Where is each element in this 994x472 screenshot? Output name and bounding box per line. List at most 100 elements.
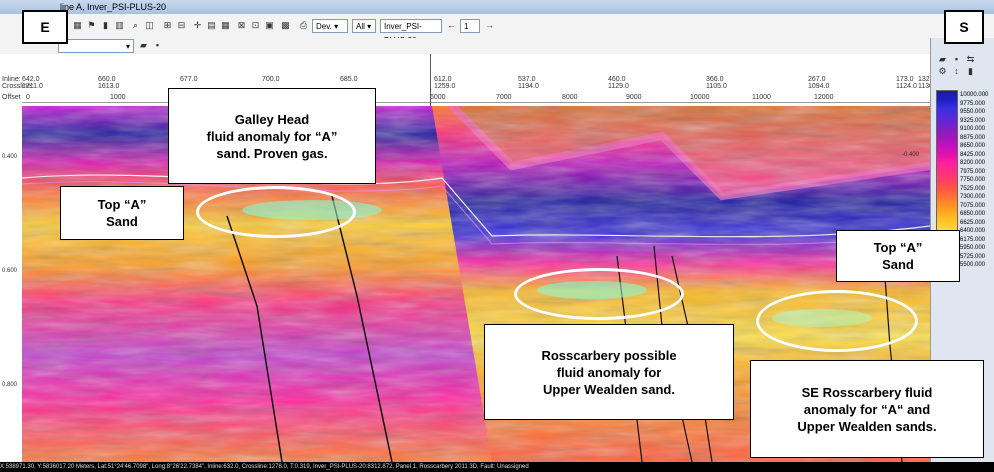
inline-tick-label: 173.0	[896, 76, 914, 83]
flag-icon[interactable]: ⚑	[87, 20, 96, 30]
time-label: 0.400	[2, 154, 18, 160]
main-toolbar: ⊕ ▦ ⚑ ▮ ▥ ⌕ ◫ ⊞ ⊟ ✛ ▤ ▦ ⊠ ⊡ ▣ ▩ ⎙ Dev. ▾…	[0, 14, 994, 45]
panel-divider	[430, 54, 431, 106]
left-arrow-icon[interactable]: ←	[447, 20, 456, 30]
crossline-tick-label: 1129.0	[608, 83, 629, 90]
inline-tick-label: 685.0	[340, 76, 358, 83]
inline-row-label: Inline:	[2, 76, 21, 83]
ruler-line	[22, 102, 930, 103]
panel-icon[interactable]: ▣	[265, 20, 274, 30]
galley-head-ellipse	[196, 186, 356, 238]
color-bar-label: 5950.000	[960, 245, 986, 251]
top-a-right-annotation: Top “A” Sand	[836, 230, 960, 282]
inline-tick-label: 537.0	[518, 76, 536, 83]
secondary-toolbar: ▾ ▰ ▪	[0, 38, 994, 55]
color-bar-label: 7075.000	[960, 202, 986, 209]
mode-dropdown[interactable]: Dev. ▾	[312, 19, 348, 33]
table-icon[interactable]: ▦	[221, 20, 230, 30]
crossline-tick-label: 1105.0	[706, 83, 727, 90]
offset-tick-label: 7000	[496, 94, 512, 101]
crosshair-icon[interactable]: ✛	[193, 20, 202, 30]
save-icon[interactable]: ▪	[954, 54, 959, 64]
color-icon[interactable]: ▩	[281, 20, 290, 30]
scale-icon[interactable]: ↕	[954, 66, 959, 76]
offset-tick-label: 0	[26, 94, 30, 101]
inline-tick-label: 267.0	[808, 76, 826, 83]
offset-tick-label: 12000	[814, 94, 834, 101]
inline-tick-label: 612.0	[434, 76, 452, 83]
inline-tick-label: 642.0	[22, 76, 40, 83]
open-folder-icon[interactable]: ▰	[140, 40, 147, 50]
page-number-input[interactable]: 1	[460, 19, 480, 33]
crossline-row-label: Crossline:	[2, 83, 34, 90]
rosscarbery-annotation: Rosscarbery possible fluid anomaly for U…	[484, 324, 734, 420]
color-bar-label: 9325.000	[960, 117, 986, 124]
color-bar-label: 10000.000	[960, 92, 989, 98]
mode-dropdown-value: Dev.	[316, 22, 332, 31]
rosscarbery-ellipse	[514, 268, 684, 320]
color-bar-label: 6400.000	[960, 228, 986, 234]
status-bar: X:538971.30, Y:5836017.20 Meters, Lat:51…	[0, 462, 994, 472]
folder-icon[interactable]: ▰	[939, 54, 946, 64]
settings-icon[interactable]: ⚙	[938, 66, 947, 76]
inline-tick-label: 460.0	[608, 76, 626, 83]
split-icon[interactable]: ⊠	[237, 20, 246, 30]
search-icon[interactable]: ⌕	[132, 20, 139, 30]
crossline-tick-label: 1130.0	[918, 83, 939, 90]
crossline-tick-label: 1711.0	[22, 83, 43, 90]
crossline-tick-label: 1613.0	[98, 83, 120, 90]
arrows-icon[interactable]: ⇆	[966, 54, 975, 64]
offset-tick-label: 9000	[626, 94, 642, 101]
scope-dropdown-value: All	[356, 22, 365, 31]
color-bar-label: 9550.000	[960, 109, 986, 115]
inline-tick-label: 677.0	[180, 76, 198, 83]
save-icon[interactable]: ▪	[155, 40, 160, 50]
bars-icon[interactable]: ▮	[968, 66, 973, 76]
time-label: 0.600	[2, 268, 18, 274]
color-bar-label: 9100.000	[960, 126, 986, 132]
offset-tick-label: 8000	[562, 94, 578, 101]
color-bar-label: 6175.000	[960, 236, 986, 243]
volume-dropdown[interactable]: Inver_PSI-PLUS-20 ▾	[380, 19, 442, 45]
grid-icon[interactable]: ▦	[73, 20, 82, 30]
color-bar-label: 5725.000	[960, 253, 986, 260]
merge-icon[interactable]: ⊡	[251, 20, 260, 30]
color-bar-label: 9775.000	[960, 100, 986, 107]
offset-tick-label: 10000	[690, 94, 710, 101]
status-text: X:538971.30, Y:5836017.20 Meters, Lat:51…	[0, 464, 529, 470]
print-icon[interactable]: ⎙	[299, 20, 308, 30]
color-bar-label: 8650.000	[960, 143, 986, 149]
color-bar-label: 6850.000	[960, 211, 986, 217]
select-icon[interactable]: ◫	[145, 20, 154, 30]
bars-icon[interactable]: ▤	[207, 20, 216, 30]
title-bar: line A, Inver_PSI-PLUS-20	[0, 0, 994, 15]
scope-dropdown[interactable]: All ▾	[352, 19, 376, 33]
tool-icon[interactable]: ⊞	[163, 20, 172, 30]
right-time-label: -0.400	[902, 152, 920, 158]
color-bar-label: 6625.000	[960, 219, 986, 226]
offset-row-label: Offset	[2, 94, 21, 101]
crossline-tick-label: 1124.0	[896, 83, 917, 90]
inline-tick-label: 700.0	[262, 76, 280, 83]
line-dropdown[interactable]: ▾	[58, 39, 134, 53]
layer-icon[interactable]: ⊟	[177, 20, 186, 30]
offset-tick-label: 6000	[430, 94, 446, 101]
window-title: line A, Inver_PSI-PLUS-20	[60, 2, 167, 12]
color-bar-label: 8200.000	[960, 160, 986, 166]
chart-icon[interactable]: ▥	[115, 20, 124, 30]
offset-tick-label: 1000	[110, 94, 126, 101]
offset-tick-label: 11000	[752, 94, 771, 101]
right-arrow-icon[interactable]: →	[485, 20, 494, 30]
pick-icon[interactable]: ▮	[103, 20, 108, 30]
inline-tick-label: 132.0	[918, 76, 936, 83]
left-orientation-label: E	[22, 10, 68, 44]
color-bar-label: 8875.000	[960, 134, 986, 141]
inline-tick-label: 660.0	[98, 76, 116, 83]
color-bar-label: 5500.000	[960, 262, 986, 268]
color-bar-label: 8425.000	[960, 151, 986, 158]
se-rosscarbery-annotation: SE Rosscarbery fluid anomaly for “A“ and…	[750, 360, 984, 458]
crossline-tick-label: 1194.0	[518, 83, 539, 90]
inline-tick-label: 366.0	[706, 76, 724, 83]
right-orientation-label: S	[944, 10, 984, 44]
trace-header: Inline: Crossline: Offset 642.0 660.0 677.…	[0, 54, 939, 107]
